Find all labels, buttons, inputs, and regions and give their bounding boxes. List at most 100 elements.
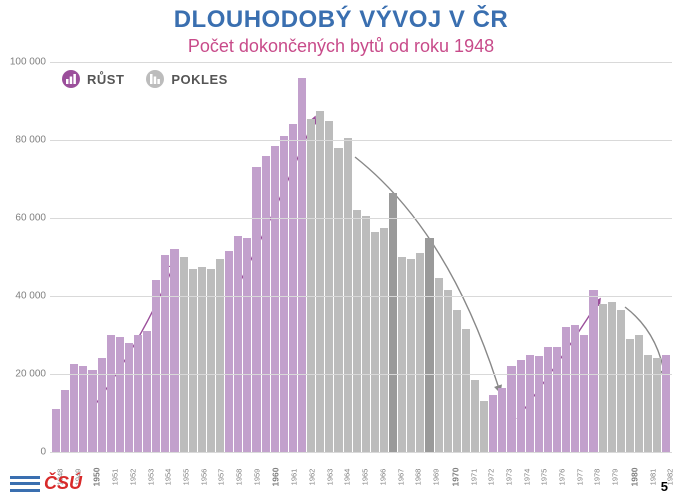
bar — [271, 146, 279, 452]
bar — [170, 249, 178, 452]
bar-chart: 1948194919501951195219531954195519561957… — [50, 62, 672, 452]
bar — [416, 253, 424, 452]
bar — [380, 228, 388, 452]
x-tick-label: 1968 — [414, 469, 424, 486]
bar — [635, 335, 643, 452]
bar — [134, 335, 142, 452]
bar — [599, 304, 607, 452]
bar — [444, 290, 452, 452]
bar — [617, 310, 625, 452]
x-tick-label: 1959 — [252, 469, 262, 486]
x-tick-label: 1975 — [540, 469, 550, 486]
x-axis: 1948194919501951195219531954195519561957… — [50, 464, 672, 474]
x-tick-label: 1951 — [111, 469, 121, 486]
x-tick-label: 1962 — [307, 469, 317, 486]
grid-line — [50, 452, 672, 453]
x-tick-label: 1954 — [164, 469, 174, 486]
bar — [79, 366, 87, 452]
x-tick-label: 1967 — [396, 469, 406, 486]
bars-container — [50, 62, 672, 452]
grid-line — [50, 62, 672, 63]
y-tick-label: 40 000 — [6, 291, 46, 302]
bar — [462, 329, 470, 452]
bar — [125, 343, 133, 452]
bar — [371, 232, 379, 452]
x-tick-label: 1978 — [593, 469, 603, 486]
bar — [52, 409, 60, 452]
x-tick-label: 1952 — [128, 469, 138, 486]
bar — [553, 347, 561, 452]
bar — [216, 259, 224, 452]
x-tick-label: 1961 — [290, 469, 300, 486]
logo-bars-icon — [10, 476, 40, 492]
grid-line — [50, 296, 672, 297]
y-tick-label: 100 000 — [6, 57, 46, 68]
bar — [325, 121, 333, 453]
x-tick-label: 1979 — [610, 469, 620, 486]
bar — [453, 310, 461, 452]
bar — [180, 257, 188, 452]
bar — [489, 395, 497, 452]
bar — [589, 290, 597, 452]
grid-line — [50, 374, 672, 375]
y-tick-label: 0 — [6, 447, 46, 458]
bar — [198, 267, 206, 452]
x-tick-label: 1953 — [146, 469, 156, 486]
bar — [289, 124, 297, 452]
bar — [398, 257, 406, 452]
x-tick-label: 1972 — [487, 469, 497, 486]
bar — [407, 259, 415, 452]
x-tick-label: 1963 — [325, 469, 335, 486]
bar — [608, 302, 616, 452]
bar — [262, 156, 270, 452]
bar — [243, 238, 251, 453]
bar — [298, 78, 306, 452]
x-tick-label: 1964 — [343, 469, 353, 486]
title-block: DLOUHODOBÝ VÝVOJ V ČR Počet dokončených … — [0, 0, 682, 57]
bar — [107, 335, 115, 452]
y-tick-label: 80 000 — [6, 135, 46, 146]
page-number: 5 — [661, 479, 668, 494]
x-tick-label: 1981 — [648, 469, 658, 486]
bar — [88, 370, 96, 452]
y-tick-label: 20 000 — [6, 369, 46, 380]
bar — [70, 364, 78, 452]
bar — [471, 380, 479, 452]
bar — [334, 148, 342, 452]
bar — [280, 136, 288, 452]
bar — [316, 111, 324, 452]
grid-line — [50, 218, 672, 219]
x-tick-label: 1977 — [575, 469, 585, 486]
bar — [653, 358, 661, 452]
chart-title: DLOUHODOBÝ VÝVOJ V ČR — [0, 6, 682, 34]
grid-line — [50, 140, 672, 141]
bar — [161, 255, 169, 452]
x-tick-label: 1974 — [522, 469, 532, 486]
bar — [425, 238, 433, 453]
bar — [644, 355, 652, 453]
x-tick-label: 1965 — [361, 469, 371, 486]
y-tick-label: 60 000 — [6, 213, 46, 224]
bar — [362, 216, 370, 452]
bar — [353, 210, 361, 452]
x-tick-label: 1956 — [199, 469, 209, 486]
bar — [225, 251, 233, 452]
footer-logo: ČSÚ — [10, 473, 82, 494]
bar — [480, 401, 488, 452]
x-tick-label: 1957 — [217, 469, 227, 486]
bar — [98, 358, 106, 452]
bar — [307, 119, 315, 452]
x-tick-label: 1950 — [92, 468, 102, 487]
x-tick-label: 1980 — [629, 468, 639, 487]
logo-text: ČSÚ — [44, 473, 82, 494]
page-root: DLOUHODOBÝ VÝVOJ V ČR Počet dokončených … — [0, 0, 682, 500]
bar — [526, 355, 534, 453]
x-tick-label: 1958 — [234, 469, 244, 486]
bar — [626, 339, 634, 452]
bar — [152, 280, 160, 452]
bar — [252, 167, 260, 452]
bar — [143, 331, 151, 452]
x-tick-label: 1966 — [378, 469, 388, 486]
bar — [571, 325, 579, 452]
bar — [507, 366, 515, 452]
